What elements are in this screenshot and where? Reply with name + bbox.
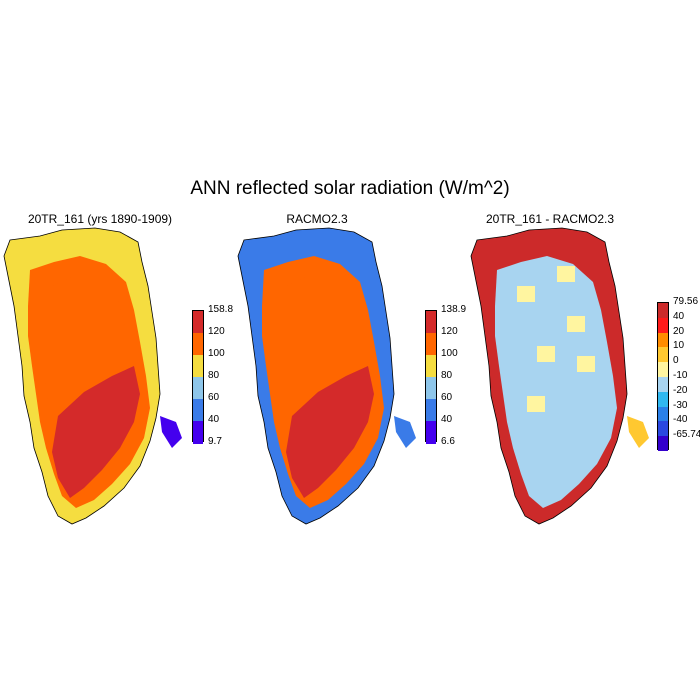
island-patch xyxy=(160,416,182,448)
colorbar-swatch xyxy=(658,406,668,422)
colorbar-swatch xyxy=(658,391,668,408)
coastline xyxy=(237,227,395,525)
colorbar-swatch xyxy=(426,311,436,334)
anomaly-patch xyxy=(557,266,575,282)
anomaly-patch xyxy=(517,286,535,302)
colorbar-label: -10 xyxy=(673,370,688,381)
map-panel-2 xyxy=(237,227,416,525)
coastline xyxy=(3,227,161,525)
figure-title: ANN reflected solar radiation (W/m^2) xyxy=(190,178,510,199)
ice-sheet-southwest xyxy=(286,366,374,498)
colorbar-label: 79.56 xyxy=(673,296,699,307)
colorbar-label: 158.8 xyxy=(208,304,234,315)
colorbar-label: 40 xyxy=(441,414,453,425)
colorbar-label: -30 xyxy=(673,399,688,411)
anomaly-patch xyxy=(567,316,585,332)
colorbar-swatch xyxy=(658,421,668,437)
colorbar-swatch xyxy=(426,421,436,444)
colorbar-label: -40 xyxy=(673,414,688,426)
ice-sheet-southwest xyxy=(52,366,140,498)
colorbar-label: 0 xyxy=(673,355,679,367)
colorbar-box xyxy=(192,310,204,444)
colorbar-label: 120 xyxy=(208,326,225,337)
colorbar-swatch xyxy=(658,347,668,363)
colorbar-label: -20 xyxy=(673,384,688,396)
colorbar-swatch xyxy=(193,399,203,422)
colorbar-label: 138.9 xyxy=(441,304,467,315)
colorbar-swatch xyxy=(426,377,436,400)
colorbar-box xyxy=(425,310,437,444)
island-patch xyxy=(394,416,416,448)
colorbar-swatch xyxy=(658,332,668,348)
map-panel-3 xyxy=(470,227,649,525)
coastline xyxy=(470,227,628,525)
colorbar-label: 6.6 xyxy=(441,436,455,447)
colorbar-label: 80 xyxy=(208,370,220,381)
map-panel-1 xyxy=(3,227,182,525)
colorbar-swatch xyxy=(426,333,436,356)
colorbar-label: 40 xyxy=(673,310,685,322)
anomaly-patch xyxy=(537,346,555,362)
colorbar-label: 60 xyxy=(441,392,453,403)
colorbar-swatch xyxy=(193,355,203,378)
colorbar-swatch xyxy=(658,377,668,393)
colorbar-label: 40 xyxy=(208,414,220,425)
colorbar-swatch xyxy=(658,362,668,378)
colorbar-label: 100 xyxy=(441,348,458,359)
colorbar-label: 60 xyxy=(208,392,220,403)
colorbar-label: 100 xyxy=(208,348,225,359)
colorbar-swatch xyxy=(193,311,203,334)
colorbar-label: 120 xyxy=(441,326,458,337)
panel-3-title: 20TR_161 - RACMO2.3 xyxy=(485,212,615,226)
colorbar-swatch xyxy=(193,421,203,444)
colorbar-label: 9.7 xyxy=(208,436,222,447)
anomaly-patch xyxy=(577,356,595,372)
colorbar-label: -65.74 xyxy=(673,429,700,441)
colorbar-box xyxy=(657,302,669,452)
panel-2-title: RACMO2.3 xyxy=(286,212,348,226)
island-patch xyxy=(627,416,649,448)
colorbar-label: 10 xyxy=(673,340,685,352)
colorbar-label: 20 xyxy=(673,325,685,337)
colorbar-swatch xyxy=(426,355,436,378)
colorbar-swatch xyxy=(658,317,668,334)
colorbar-swatch xyxy=(193,333,203,356)
colorbar-swatch xyxy=(426,399,436,422)
panel-1-title: 20TR_161 (yrs 1890-1909) xyxy=(27,212,173,226)
colorbar-label: 80 xyxy=(441,370,453,381)
colorbar-swatch xyxy=(658,303,668,319)
anomaly-patch xyxy=(527,396,545,412)
colorbar-swatch xyxy=(658,436,668,452)
colorbar-swatch xyxy=(193,377,203,400)
